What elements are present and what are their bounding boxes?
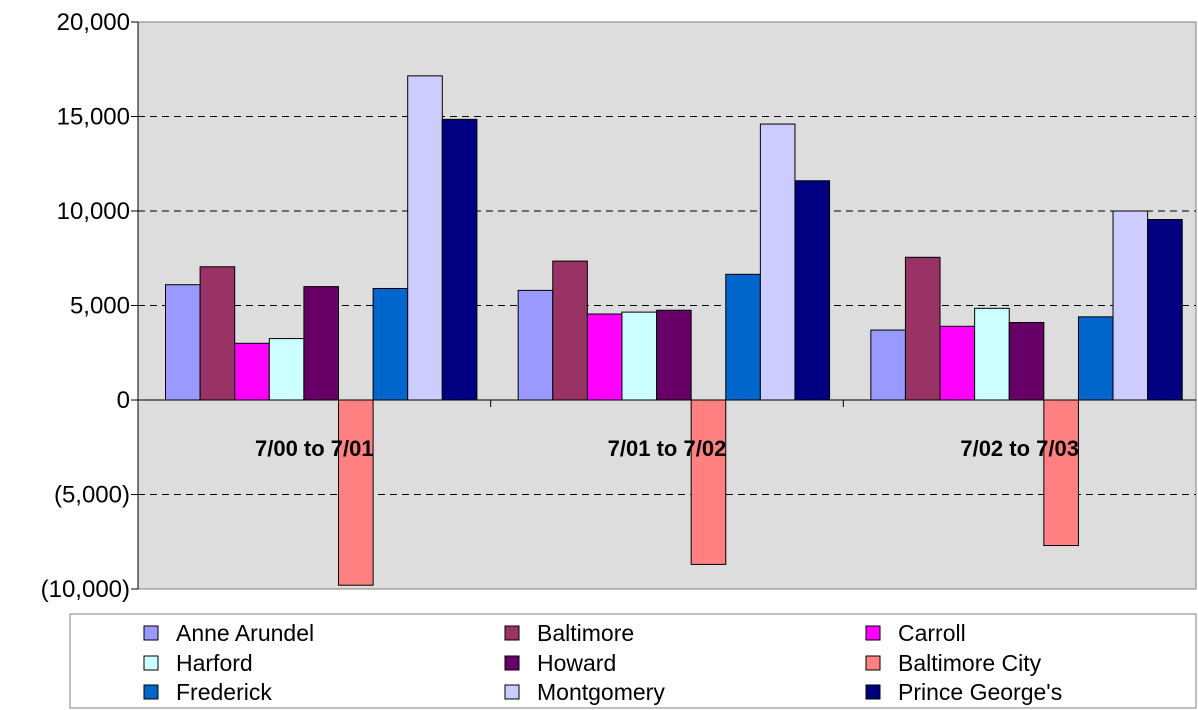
x-axis	[138, 399, 1196, 407]
bar	[794, 180, 831, 401]
bar	[904, 256, 941, 401]
legend-swatch	[504, 684, 520, 700]
bar	[372, 287, 409, 401]
bar	[586, 313, 623, 401]
legend-label: Baltimore City	[898, 650, 1042, 676]
y-tick-label: 20,000	[57, 9, 130, 36]
y-axis-labels: 20,000 15,000 10,000 5,000 0 (5,000) (10,000)	[41, 9, 130, 603]
bar	[1147, 219, 1183, 401]
legend-label: Anne Arundel	[176, 620, 314, 646]
bar	[552, 260, 588, 401]
bar	[1008, 322, 1045, 401]
legend-label: Montgomery	[537, 679, 665, 705]
legend-swatch	[865, 655, 881, 671]
bar	[759, 123, 796, 401]
category-label: 7/00 to 7/01	[255, 436, 374, 461]
y-tick-label: 10,000	[57, 198, 130, 225]
bar	[234, 342, 270, 401]
bar	[656, 309, 692, 401]
legend-swatch	[865, 684, 881, 700]
legend-swatch	[865, 625, 881, 641]
legend-label: Carroll	[898, 620, 966, 646]
category-label: 7/02 to 7/03	[960, 436, 1079, 461]
bar	[725, 273, 761, 401]
x-axis-labels: 7/00 to 7/01 7/01 to 7/02 7/02 to 7/03	[255, 436, 1079, 461]
bar	[870, 329, 906, 401]
legend-label: Howard	[537, 650, 616, 676]
bar	[199, 266, 236, 401]
bar	[1077, 316, 1114, 401]
y-tick-label: 15,000	[57, 104, 130, 131]
bar	[1043, 399, 1079, 547]
bar	[690, 399, 727, 565]
legend-box	[69, 613, 1197, 709]
bar	[974, 307, 1010, 401]
y-tick-label: (5,000)	[54, 482, 130, 509]
bar	[165, 284, 201, 401]
legend: Anne Arundel Baltimore Carroll Harford Howar…	[69, 613, 1197, 709]
legend-label: Harford	[176, 650, 253, 676]
legend-label: Prince George's	[898, 679, 1062, 705]
bar	[303, 286, 339, 401]
legend-swatch	[504, 625, 520, 641]
legend-swatch	[504, 655, 520, 671]
bar	[268, 338, 305, 401]
legend-swatch	[143, 625, 159, 641]
bar	[338, 399, 374, 586]
bar	[407, 75, 443, 401]
legend-swatch	[143, 655, 159, 671]
legend-swatch	[143, 684, 159, 700]
bar	[517, 289, 554, 401]
bar	[939, 325, 976, 401]
legend-label: Frederick	[176, 679, 272, 705]
bar	[441, 118, 478, 401]
bar	[1112, 210, 1149, 401]
gridlines	[131, 21, 1196, 590]
category-label: 7/01 to 7/02	[608, 436, 727, 461]
y-tick-label: (10,000)	[41, 576, 130, 603]
y-tick-label: 0	[117, 387, 130, 414]
legend-label: Baltimore	[537, 620, 634, 646]
bar	[621, 311, 658, 401]
bars	[165, 75, 1183, 586]
y-tick-label: 5,000	[70, 293, 130, 320]
